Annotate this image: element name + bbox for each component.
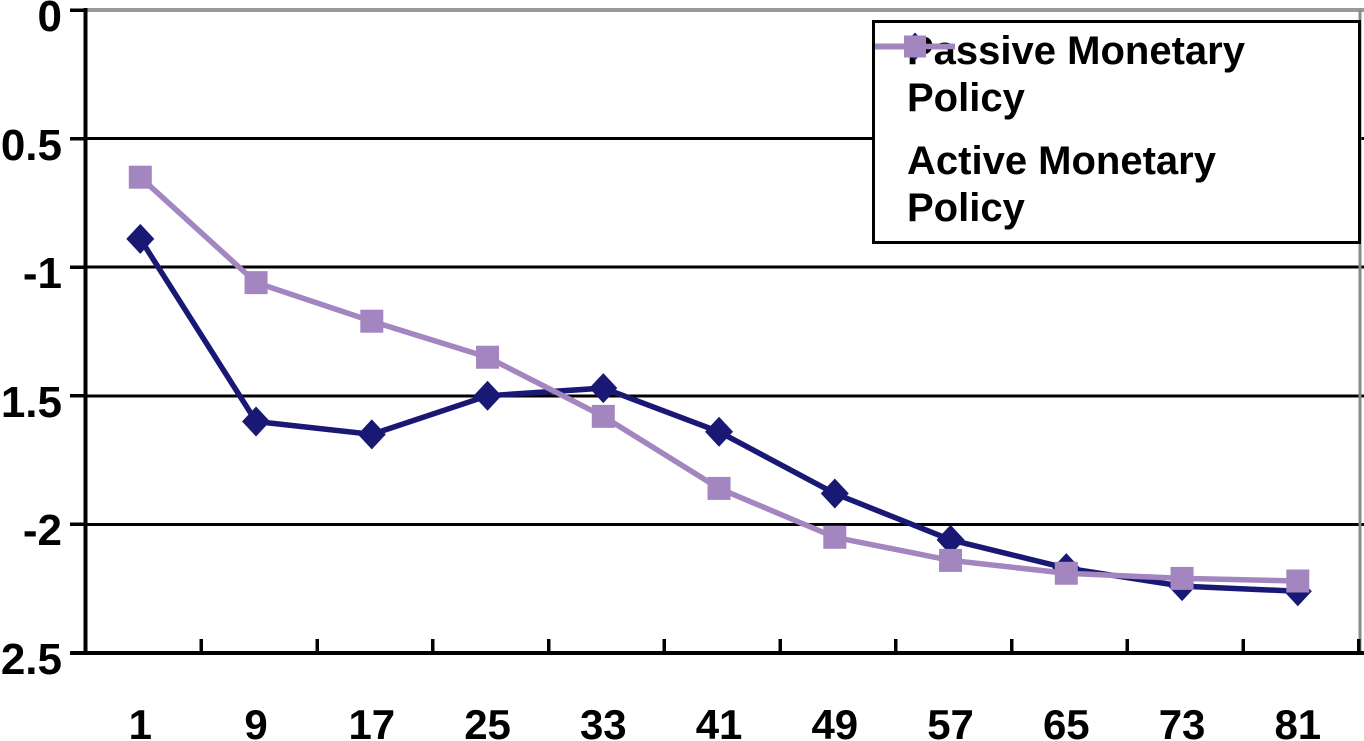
data-point-diamond (357, 419, 386, 450)
data-point-diamond (242, 406, 271, 437)
legend-label-line: Policy (907, 76, 1025, 120)
legend-label-passive: Passive Monetary Policy (907, 28, 1245, 122)
data-point-square (707, 476, 731, 500)
x-tick-label: 41 (695, 701, 743, 741)
legend-label-line: Policy (907, 186, 1025, 230)
x-tick-label: 65 (1042, 701, 1090, 741)
y-tick-label: 0 (37, 0, 62, 41)
legend-label-active: Active Monetary Policy (907, 138, 1216, 232)
data-point-square (939, 548, 963, 572)
data-point-square (128, 165, 152, 189)
x-tick-label: 33 (579, 701, 627, 741)
data-point-diamond (705, 416, 734, 447)
x-tick-label: 73 (1158, 701, 1206, 741)
data-point-square (360, 309, 384, 333)
series-line-passive (137, 237, 1298, 595)
legend-label-line: Active Monetary (907, 139, 1216, 183)
y-tick-label: -2.5 (0, 634, 62, 684)
data-point-diamond (126, 223, 155, 254)
data-point-square (1286, 569, 1310, 593)
legend-label-line: Passive Monetary (907, 29, 1245, 73)
data-point-square (591, 404, 615, 428)
x-tick-label: 49 (811, 701, 859, 741)
data-point-square (823, 525, 847, 549)
legend-item-passive: Passive Monetary Policy (875, 28, 1358, 122)
data-point-square (244, 271, 268, 295)
x-tick-label: 57 (927, 701, 974, 741)
y-tick-label: -2 (22, 506, 62, 556)
data-point-square (1170, 566, 1194, 590)
legend-item-active: Active Monetary Policy (875, 35, 1358, 232)
data-point-diamond (473, 380, 502, 411)
data-point-diamond (589, 373, 618, 404)
active-series-marker-icon (875, 35, 955, 58)
x-tick-label: 9 (244, 701, 268, 741)
y-tick-label: -1.5 (0, 377, 62, 427)
y-tick-label: -1 (22, 248, 62, 298)
data-point-square (1054, 561, 1078, 585)
data-point-diamond (820, 478, 849, 509)
x-tick-label: 17 (348, 701, 396, 741)
x-tick-label: 25 (464, 701, 511, 741)
data-point-diamond (936, 524, 965, 555)
x-tick-label: 81 (1274, 701, 1322, 741)
legend-square (904, 35, 926, 58)
x-tick-label: 1 (128, 701, 152, 741)
y-tick-label: -0.5 (0, 120, 62, 170)
legend: Passive Monetary Policy Active Monetary … (872, 20, 1361, 244)
data-point-square (476, 345, 500, 369)
